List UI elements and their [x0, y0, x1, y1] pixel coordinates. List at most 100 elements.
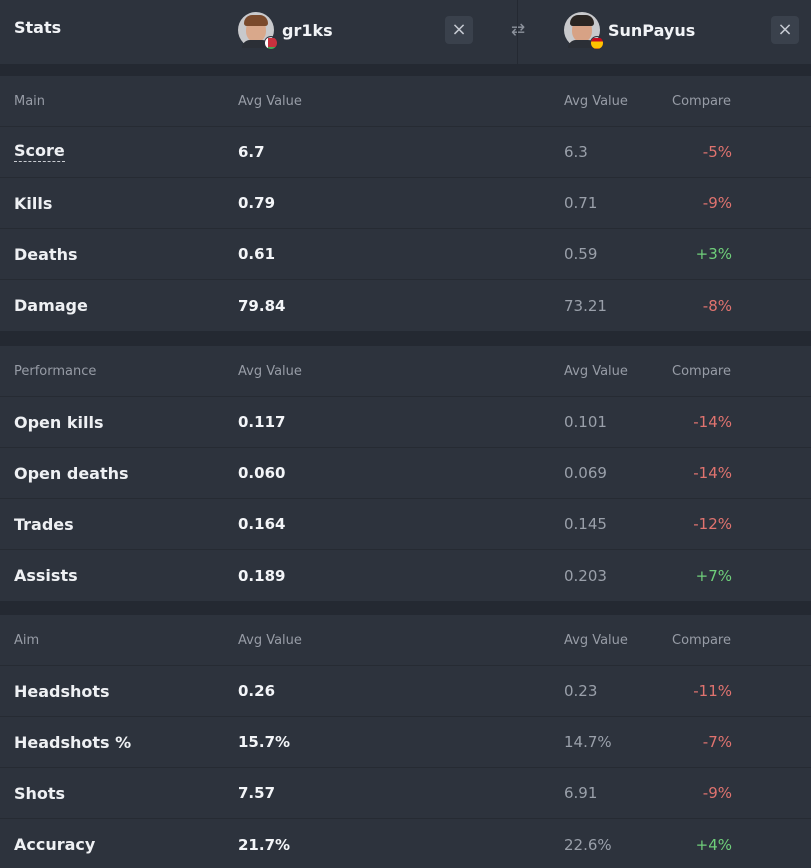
- player-2-value: 0.59: [564, 245, 598, 263]
- stat-row-open-deaths: Open deaths 0.060 0.069 -14%: [0, 448, 811, 499]
- player-1-value: 0.26: [238, 682, 276, 700]
- compare-header: Compare: [672, 93, 731, 109]
- stat-row-damage: Damage 79.84 73.21 -8%: [0, 280, 811, 331]
- compare-value: -9%: [702, 784, 732, 802]
- header-divider: [517, 0, 518, 64]
- section-title: Main: [14, 93, 46, 109]
- compare-value: -11%: [693, 682, 732, 700]
- stat-label: Trades: [14, 514, 74, 534]
- player-1-value: 0.61: [238, 245, 276, 263]
- compare-header: Compare: [672, 363, 731, 379]
- player-1[interactable]: gr1ks: [238, 10, 333, 50]
- stat-label: Deaths: [14, 244, 78, 264]
- stat-label: Damage: [14, 296, 88, 315]
- stat-label: Assists: [14, 566, 78, 585]
- compare-value: +4%: [695, 835, 732, 854]
- section-performance: Performance Avg Value Avg Value Compare …: [0, 346, 811, 601]
- stat-row-headshots: Headshots 0.26 0.23 -11%: [0, 666, 811, 717]
- section-main: Main Avg Value Avg Value Compare Score 6…: [0, 76, 811, 331]
- compare-value: -7%: [702, 733, 732, 751]
- stat-row-trades: Trades 0.164 0.145 -12%: [0, 499, 811, 550]
- stat-row-headshots-percent: Headshots % 15.7% 14.7% -7%: [0, 717, 811, 768]
- compare-header: Stats gr1ks × ⇄: [0, 0, 811, 64]
- stat-row-kills: Kills 0.79 0.71 -9%: [0, 178, 811, 229]
- compare-value: -14%: [693, 413, 732, 431]
- player-1-name: gr1ks: [282, 20, 333, 40]
- player-1-value: 0.164: [238, 515, 286, 533]
- remove-player-1-button[interactable]: ×: [445, 16, 473, 44]
- player-2-value: 6.91: [564, 784, 598, 802]
- player-1-value: 0.189: [238, 566, 286, 585]
- compare-header: Compare: [672, 632, 731, 648]
- player-2-value: 6.3: [564, 143, 588, 161]
- player-1-avatar: [238, 12, 278, 50]
- player-2-value: 73.21: [564, 296, 607, 315]
- avg-value-header-2: Avg Value: [564, 363, 628, 379]
- section-title: Performance: [14, 363, 97, 379]
- stat-row-score: Score 6.7 6.3 -5%: [0, 127, 811, 178]
- score-tooltip-label[interactable]: Score: [14, 141, 65, 162]
- player-2-value: 22.6%: [564, 835, 612, 854]
- player-2-value: 0.23: [564, 682, 598, 700]
- belarus-flag-icon: [264, 36, 278, 50]
- compare-value: -8%: [702, 296, 732, 315]
- player-1-value: 21.7%: [238, 835, 291, 854]
- stat-label: Open deaths: [14, 463, 129, 483]
- player-2-value: 0.101: [564, 413, 607, 431]
- spain-flag-icon: [590, 36, 604, 50]
- swap-icon: ⇄: [510, 20, 526, 40]
- player-1-value: 0.79: [238, 194, 276, 212]
- avatar-hair: [244, 15, 268, 26]
- player-2-value: 0.71: [564, 194, 598, 212]
- section-aim: Aim Avg Value Avg Value Compare Headshot…: [0, 615, 811, 868]
- compare-value: -14%: [693, 464, 732, 482]
- section-header-row: Main Avg Value Avg Value Compare: [0, 76, 811, 127]
- stat-row-assists: Assists 0.189 0.203 +7%: [0, 550, 811, 601]
- player-2-value: 0.203: [564, 566, 607, 585]
- player-2-value: 0.069: [564, 464, 607, 482]
- avg-value-header-2: Avg Value: [564, 93, 628, 109]
- avg-value-header-1: Avg Value: [238, 363, 302, 379]
- stat-label: Headshots %: [14, 732, 132, 752]
- section-title: Aim: [14, 632, 40, 648]
- compare-value: -12%: [693, 515, 732, 533]
- stat-label: Kills: [14, 193, 53, 213]
- avg-value-header-2: Avg Value: [564, 632, 628, 648]
- stat-label: Accuracy: [14, 835, 96, 854]
- avatar-body: [568, 40, 596, 48]
- compare-value: -9%: [702, 194, 732, 212]
- avg-value-header-1: Avg Value: [238, 93, 302, 109]
- stat-label: Headshots: [14, 681, 110, 701]
- player-2-avatar: [564, 12, 604, 50]
- section-header-row: Performance Avg Value Avg Value Compare: [0, 346, 811, 397]
- compare-value: +7%: [695, 566, 732, 585]
- stat-label: Shots: [14, 783, 66, 803]
- stat-row-deaths: Deaths 0.61 0.59 +3%: [0, 229, 811, 280]
- section-header-row: Aim Avg Value Avg Value Compare: [0, 615, 811, 666]
- player-2-value: 0.145: [564, 515, 607, 533]
- player-1-value: 15.7%: [238, 733, 291, 751]
- player-2[interactable]: SunPayus: [564, 10, 695, 50]
- player-1-value: 0.060: [238, 464, 286, 482]
- avg-value-header-1: Avg Value: [238, 632, 302, 648]
- compare-value: -5%: [702, 143, 732, 161]
- stat-row-accuracy: Accuracy 21.7% 22.6% +4%: [0, 819, 811, 868]
- compare-value: +3%: [695, 245, 732, 263]
- stat-label-score[interactable]: Score: [14, 127, 65, 177]
- player-1-value: 7.57: [238, 784, 276, 802]
- player-1-value: 79.84: [238, 296, 286, 315]
- stat-label: Open kills: [14, 412, 104, 432]
- close-icon: ×: [451, 19, 467, 40]
- player-2-name: SunPayus: [608, 20, 696, 40]
- swap-players-button[interactable]: ⇄: [503, 16, 533, 44]
- remove-player-2-button[interactable]: ×: [771, 16, 799, 44]
- stat-row-shots: Shots 7.57 6.91 -9%: [0, 768, 811, 819]
- avatar-body: [242, 40, 270, 48]
- avatar-hair: [570, 15, 594, 26]
- player-2-value: 14.7%: [564, 733, 612, 751]
- player-1-value: 6.7: [238, 143, 265, 161]
- player-1-value: 0.117: [238, 413, 286, 431]
- stat-row-open-kills: Open kills 0.117 0.101 -14%: [0, 397, 811, 448]
- stats-title: Stats: [14, 18, 62, 37]
